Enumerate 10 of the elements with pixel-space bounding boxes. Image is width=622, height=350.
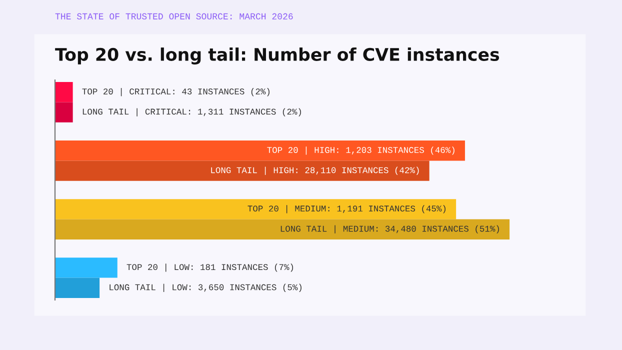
data-label: LONG TAIL | LOW: 3,650 INSTANCES (5%) — [110, 284, 302, 292]
data-label: TOP 20 | MEDIUM: 1,191 INSTANCES (45%) — [248, 205, 446, 214]
data-label: LONG TAIL | CRITICAL: 1,311 INSTANCES (2%) — [82, 108, 301, 116]
data-label: TOP 20 | HIGH: 1,203 INSTANCES (46%) — [267, 146, 454, 155]
data-label: TOP 20 | CRITICAL: 43 INSTANCES (2%) — [82, 88, 270, 96]
data-label: LONG TAIL | HIGH: 28,110 INSTANCES (42%) — [211, 166, 419, 175]
data-label: LONG TAIL | MEDIUM: 34,480 INSTANCES (51%) — [280, 225, 499, 234]
data-label: TOP 20 | LOW: 181 INSTANCES (7%) — [126, 264, 294, 272]
chart-title: Top 20 vs. long tail: Number of CVE instances — [55, 48, 500, 64]
chart-subtitle: THE STATE OF TRUSTED OPEN SOURCE: MARCH 2026 — [55, 13, 293, 20]
